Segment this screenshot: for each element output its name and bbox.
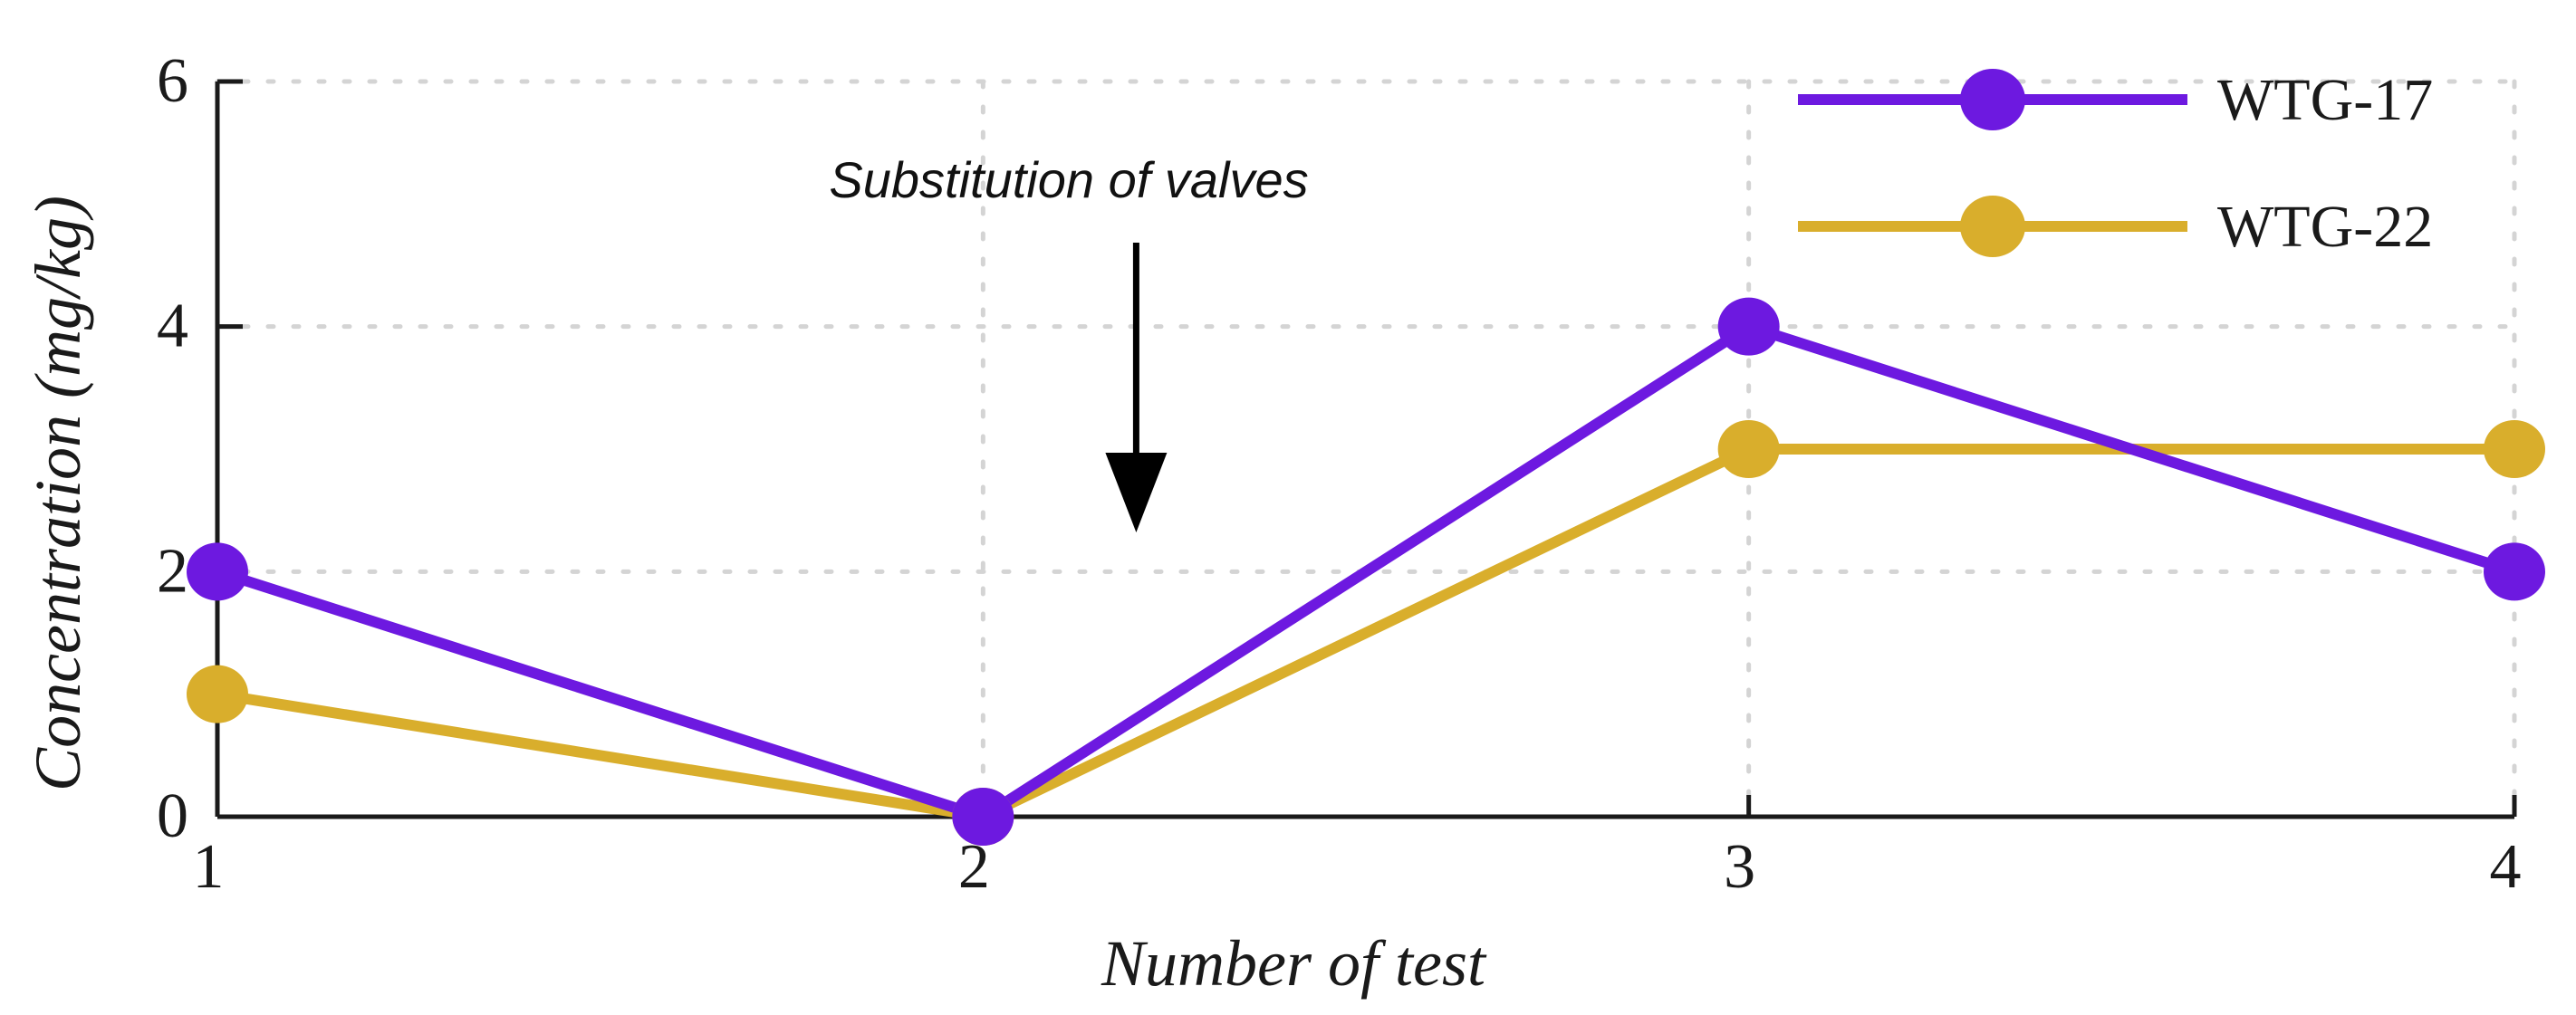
annotation-group: Substitution of valves <box>829 151 1309 532</box>
legend-marker-wtg-17 <box>1960 69 2025 130</box>
y-tick-label-6: 6 <box>157 46 188 116</box>
series-line-wtg-17 <box>216 321 2516 822</box>
point-wtg-22-1 <box>187 665 248 723</box>
legend-marker-wtg-22 <box>1960 196 2025 257</box>
y-tick-label-2: 2 <box>157 536 188 606</box>
annotation-arrow-head <box>1105 453 1168 532</box>
point-wtg-17-2 <box>952 788 1014 846</box>
series-group <box>187 297 2545 846</box>
y-tick-label-0: 0 <box>157 781 188 851</box>
point-wtg-22-4 <box>2484 420 2545 478</box>
x-tick-label-3: 3 <box>1724 832 1755 902</box>
legend: WTG-17 WTG-22 <box>1798 67 2433 260</box>
annotation-label: Substitution of valves <box>829 151 1308 208</box>
point-wtg-17-3 <box>1717 297 1780 356</box>
series-line-wtg-22 <box>216 444 2514 822</box>
x-axis-title: Number of test <box>1101 927 1487 1000</box>
point-wtg-17-1 <box>187 542 248 601</box>
point-wtg-17-4 <box>2484 542 2545 601</box>
x-tick-label-1: 1 <box>193 832 225 902</box>
x-tick-label-4: 4 <box>2490 832 2522 902</box>
y-axis-title: Concentration (mg/kg) <box>22 196 94 791</box>
legend-label-wtg-17: WTG-17 <box>2217 67 2433 133</box>
legend-label-wtg-22: WTG-22 <box>2217 194 2433 260</box>
y-tick-label-4: 4 <box>157 292 188 361</box>
point-wtg-22-3 <box>1717 420 1780 478</box>
